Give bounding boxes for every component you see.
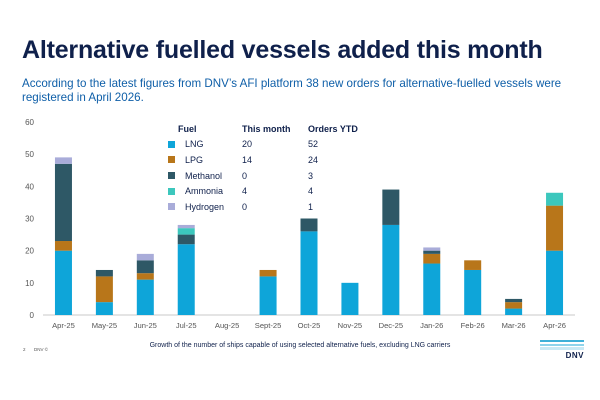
legend-swatch-lpg (168, 156, 175, 164)
bar-segment-lng-dec-25 (382, 224, 400, 315)
bar-segment-methanol-mar-26 (505, 298, 523, 303)
x-tick-label-nov-25: Nov-25 (338, 321, 362, 330)
y-tick-label: 60 (25, 118, 34, 127)
x-tick-label-oct-25: Oct-25 (298, 321, 321, 330)
legend-fuel-lpg: LPG (185, 154, 204, 165)
legend-fuel-ammonia: Ammonia (185, 186, 224, 197)
bar-segment-lng-nov-25 (341, 282, 359, 315)
bar-segment-lng-sept-25 (259, 276, 277, 315)
legend-row-lng: LNG 20 52 (168, 137, 368, 153)
legend-this-month-ammonia: 4 (242, 186, 248, 197)
legend-header-this-month: This month (242, 123, 291, 134)
bar-segment-lpg-apr-25 (54, 241, 72, 251)
x-tick-label-apr-25: Apr-25 (52, 321, 75, 330)
y-tick-label: 30 (25, 215, 34, 224)
bar-segment-lpg-may-25 (95, 276, 113, 303)
legend-this-month-hydrogen: 0 (242, 201, 248, 212)
x-tick-label-mar-26: Mar-26 (502, 321, 526, 330)
x-tick-label-feb-26: Feb-26 (461, 321, 485, 330)
x-tick-label-jul-25: Jul-25 (176, 321, 197, 330)
x-tick-label-apr-26: Apr-26 (543, 321, 566, 330)
legend-row-lpg: LPG 14 24 (168, 152, 368, 168)
bar-segment-methanol-may-25 (95, 269, 113, 277)
legend-row-hydrogen: Hydrogen 0 1 (168, 199, 368, 215)
legend-header: Fuel This month Orders YTD (168, 121, 368, 137)
bar-segment-hydrogen-jul-25 (177, 224, 195, 229)
legend-ytd-hydrogen: 1 (308, 201, 314, 212)
legend-header-ytd: Orders YTD (308, 123, 358, 134)
page-title: Alternative fuelled vessels added this m… (22, 36, 543, 64)
legend-ytd-methanol: 3 (308, 170, 314, 181)
legend-fuel-methanol: Methanol (185, 170, 223, 181)
bar-segment-lng-apr-26 (546, 250, 564, 315)
logo-stripe-1 (540, 340, 584, 343)
bar-segment-lpg-feb-26 (464, 260, 482, 270)
bar-segment-hydrogen-jan-26 (423, 247, 441, 251)
bar-segment-methanol-jul-25 (177, 234, 195, 245)
bar-segment-methanol-oct-25 (300, 218, 318, 232)
bar-segment-lpg-mar-26 (505, 302, 523, 309)
logo-stripe-2 (540, 343, 584, 347)
bar-segment-lpg-sept-25 (259, 269, 277, 277)
logo-stripe-3 (540, 347, 584, 350)
page-subtitle: According to the latest figures from DNV… (22, 77, 562, 104)
legend-swatch-hydrogen (168, 203, 175, 211)
y-tick-label: 0 (30, 311, 35, 320)
legend-this-month-lpg: 14 (242, 154, 253, 165)
x-tick-label-may-25: May-25 (92, 321, 117, 330)
legend-ytd-ammonia: 4 (308, 186, 314, 197)
legend-row-methanol: Methanol 0 3 (168, 168, 368, 184)
bar-segment-lng-jul-25 (177, 244, 195, 315)
bar-segment-lng-feb-26 (464, 269, 482, 315)
legend-fuel-hydrogen: Hydrogen (185, 201, 225, 212)
x-tick-label-aug-25: Aug-25 (215, 321, 240, 330)
bar-segment-lng-mar-26 (505, 308, 523, 315)
bar-segment-methanol-apr-25 (54, 163, 72, 242)
bar-segment-lpg-jan-26 (423, 253, 441, 264)
bar-segment-methanol-jan-26 (423, 250, 441, 254)
bar-segment-hydrogen-apr-25 (54, 157, 72, 164)
x-tick-label-sept-25: Sept-25 (255, 321, 282, 330)
bar-segment-hydrogen-jun-25 (136, 253, 154, 261)
bar-segment-lpg-apr-26 (546, 205, 564, 251)
bar-segment-lng-oct-25 (300, 231, 318, 315)
chart-caption: Growth of the number of ships capable of… (149, 342, 451, 349)
legend-fuel-lng: LNG (185, 139, 204, 150)
bar-segment-lng-jan-26 (423, 263, 441, 315)
bar-segment-lpg-jun-25 (136, 273, 154, 280)
legend-ytd-lpg: 24 (308, 154, 319, 165)
bar-segment-lng-apr-25 (54, 250, 72, 315)
bar-segment-lng-jun-25 (136, 279, 154, 315)
bar-segment-lng-may-25 (95, 302, 113, 315)
x-tick-label-jan-26: Jan-26 (420, 321, 443, 330)
legend-swatch-ammonia (168, 187, 175, 195)
legend-this-month-lng: 20 (242, 139, 253, 150)
y-tick-label: 10 (25, 279, 34, 288)
page-number: 2 (23, 347, 26, 352)
legend-this-month-methanol: 0 (242, 170, 248, 181)
logo-text: DNV (565, 351, 584, 361)
legend-header-fuel: Fuel (178, 123, 197, 134)
y-tick-label: 40 (25, 182, 34, 191)
legend-swatch-lng (168, 140, 175, 148)
legend-row-ammonia: Ammonia 4 4 (168, 183, 368, 199)
x-tick-label-dec-25: Dec-25 (379, 321, 403, 330)
bar-segment-methanol-jun-25 (136, 260, 154, 274)
bar-segment-methanol-dec-25 (382, 189, 400, 225)
legend-table: Fuel This month Orders YTD LNG 20 52 LPG… (168, 121, 368, 215)
dnv-logo: DNV (540, 340, 584, 362)
legend-ytd-lng: 52 (308, 139, 319, 150)
bar-segment-ammonia-jul-25 (177, 228, 195, 235)
bar-segment-ammonia-apr-26 (546, 192, 564, 206)
y-tick-label: 20 (25, 247, 34, 256)
x-tick-label-jun-25: Jun-25 (134, 321, 157, 330)
legend-swatch-methanol (168, 172, 175, 180)
footer-brand: DNV © (34, 347, 49, 352)
y-tick-label: 50 (25, 150, 34, 159)
